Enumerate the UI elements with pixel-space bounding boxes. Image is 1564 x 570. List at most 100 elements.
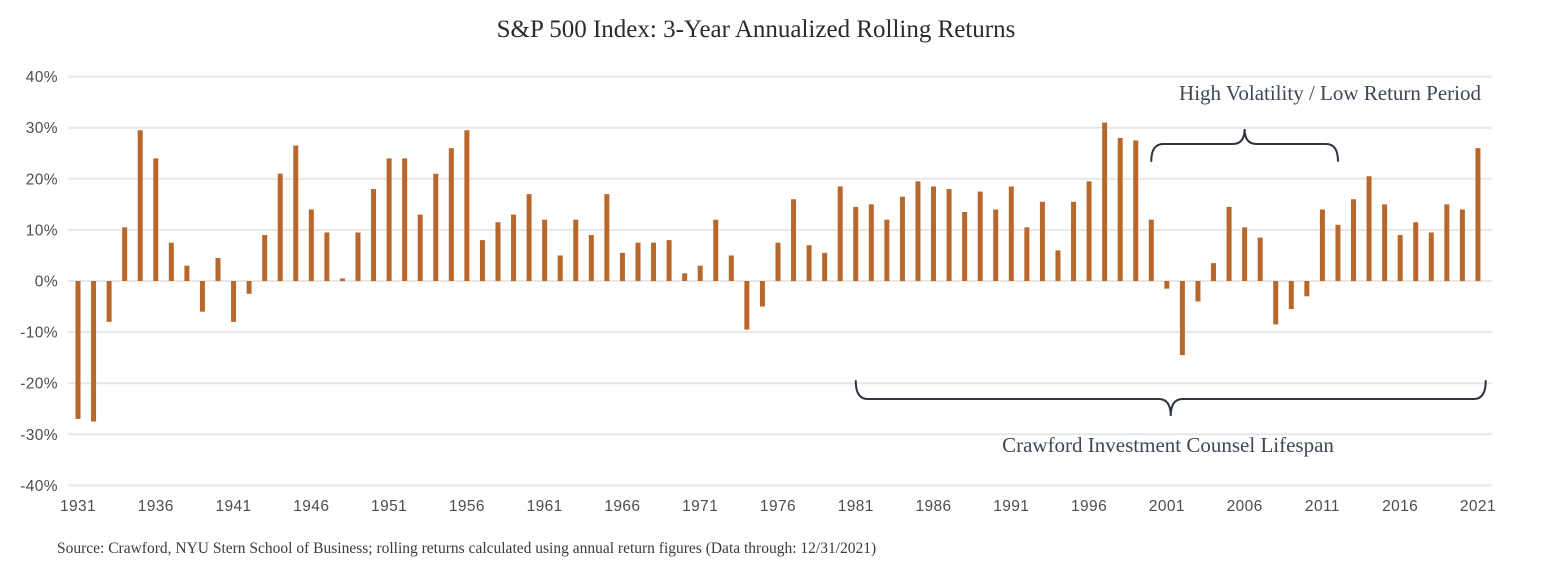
bar-1983 [884, 219, 890, 281]
bar-2008 [1273, 281, 1279, 325]
y-axis-tick-label: 40% [26, 69, 58, 86]
bar-1995 [1071, 201, 1077, 281]
x-axis-tick-label: 1936 [138, 498, 174, 515]
bar-1999 [1133, 140, 1139, 281]
bar-1987 [946, 189, 952, 281]
bar-1976 [775, 242, 781, 281]
y-axis-tick-label: -20% [20, 376, 58, 393]
bar-1956 [464, 130, 470, 281]
bar-2003 [1195, 281, 1201, 302]
bar-1992 [1024, 227, 1030, 281]
bar-1972 [713, 219, 719, 281]
y-axis-tick-label: -10% [20, 325, 58, 342]
bar-2007 [1257, 237, 1263, 281]
bar-1945 [293, 145, 299, 281]
bar-1959 [511, 214, 517, 281]
bar-1958 [495, 222, 501, 281]
bar-1937 [168, 242, 174, 281]
bar-2010 [1304, 281, 1310, 297]
bar-2004 [1211, 263, 1217, 281]
bar-1980 [837, 186, 843, 281]
x-axis-tick-label: 1996 [1071, 498, 1107, 515]
y-axis-tick-label: 0% [35, 274, 58, 291]
chart-title: S&P 500 Index: 3-Year Annualized Rolling… [496, 16, 1016, 43]
x-axis-tick-label: 1966 [604, 498, 640, 515]
bar-1934 [122, 227, 128, 281]
crawford-lifespan-brace [854, 380, 1487, 417]
x-axis-tick-label: 1956 [449, 498, 485, 515]
bar-2002 [1179, 281, 1185, 356]
bar-1970 [682, 273, 688, 281]
bar-1966 [619, 252, 625, 281]
bar-2017 [1413, 222, 1419, 281]
bar-1960 [526, 194, 532, 281]
high-volatility-brace [1150, 128, 1339, 162]
bar-2000 [1148, 219, 1154, 281]
bar-1985 [915, 181, 921, 281]
bar-2013 [1351, 199, 1357, 281]
bar-2021 [1475, 148, 1481, 281]
source-note: Source: Crawford, NYU Stern School of Bu… [57, 540, 877, 557]
bar-1953 [417, 214, 423, 281]
bar-1949 [355, 232, 361, 281]
bar-1989 [977, 191, 983, 281]
bar-2012 [1335, 224, 1341, 281]
bar-1981 [853, 206, 859, 281]
bar-1951 [386, 158, 392, 281]
high-volatility-annotation: High Volatility / Low Return Period [1179, 81, 1481, 105]
bar-1941 [231, 281, 237, 322]
bar-1955 [448, 148, 454, 281]
bar-2005 [1226, 206, 1232, 281]
bar-1998 [1117, 137, 1123, 281]
x-axis-tick-label: 1971 [682, 498, 718, 515]
y-axis-tick-label: 10% [26, 222, 58, 239]
bar-1935 [137, 130, 143, 281]
bar-1986 [931, 186, 937, 281]
x-axis-tick-label: 1991 [993, 498, 1029, 515]
bar-1963 [573, 219, 579, 281]
x-axis-tick-label: 2006 [1227, 498, 1263, 515]
bar-2006 [1242, 227, 1248, 281]
bar-2018 [1428, 232, 1434, 281]
x-axis-tick-label: 2016 [1382, 498, 1418, 515]
x-axis-tick-label: 1941 [216, 498, 252, 515]
bar-1939 [199, 281, 205, 312]
bar-1978 [806, 245, 812, 281]
bar-1943 [262, 235, 268, 281]
bar-2011 [1319, 209, 1325, 281]
bar-1969 [666, 240, 672, 281]
bar-2009 [1288, 281, 1294, 310]
y-axis-tick-label: 20% [26, 171, 58, 188]
bar-1984 [899, 196, 905, 281]
bar-1996 [1086, 181, 1092, 281]
bar-1977 [791, 199, 797, 281]
bar-1965 [604, 194, 610, 281]
bar-1973 [728, 255, 734, 281]
bar-1993 [1039, 201, 1045, 281]
x-axis-tick-label: 2011 [1305, 498, 1340, 515]
bar-2015 [1382, 204, 1388, 281]
bar-1979 [822, 252, 828, 281]
bar-1950 [371, 189, 377, 281]
bar-1975 [759, 281, 765, 307]
bar-1932 [91, 281, 97, 422]
bar-1942 [246, 281, 252, 294]
bar-1933 [106, 281, 112, 322]
bar-1940 [215, 258, 221, 281]
crawford-lifespan-annotation: Crawford Investment Counsel Lifespan [1002, 433, 1334, 457]
bar-2014 [1366, 176, 1372, 281]
bar-1994 [1055, 250, 1061, 281]
bar-1946 [308, 209, 314, 281]
y-axis-tick-label: 30% [26, 120, 58, 137]
bar-2016 [1397, 235, 1403, 281]
bar-1971 [697, 265, 703, 281]
bar-1997 [1102, 122, 1108, 281]
x-axis-tick-label: 1946 [293, 498, 329, 515]
bar-1944 [277, 173, 283, 281]
bar-2001 [1164, 281, 1170, 289]
bar-1931 [75, 281, 81, 419]
bar-1988 [962, 212, 968, 281]
bar-1974 [744, 281, 750, 330]
bar-1952 [402, 158, 408, 281]
